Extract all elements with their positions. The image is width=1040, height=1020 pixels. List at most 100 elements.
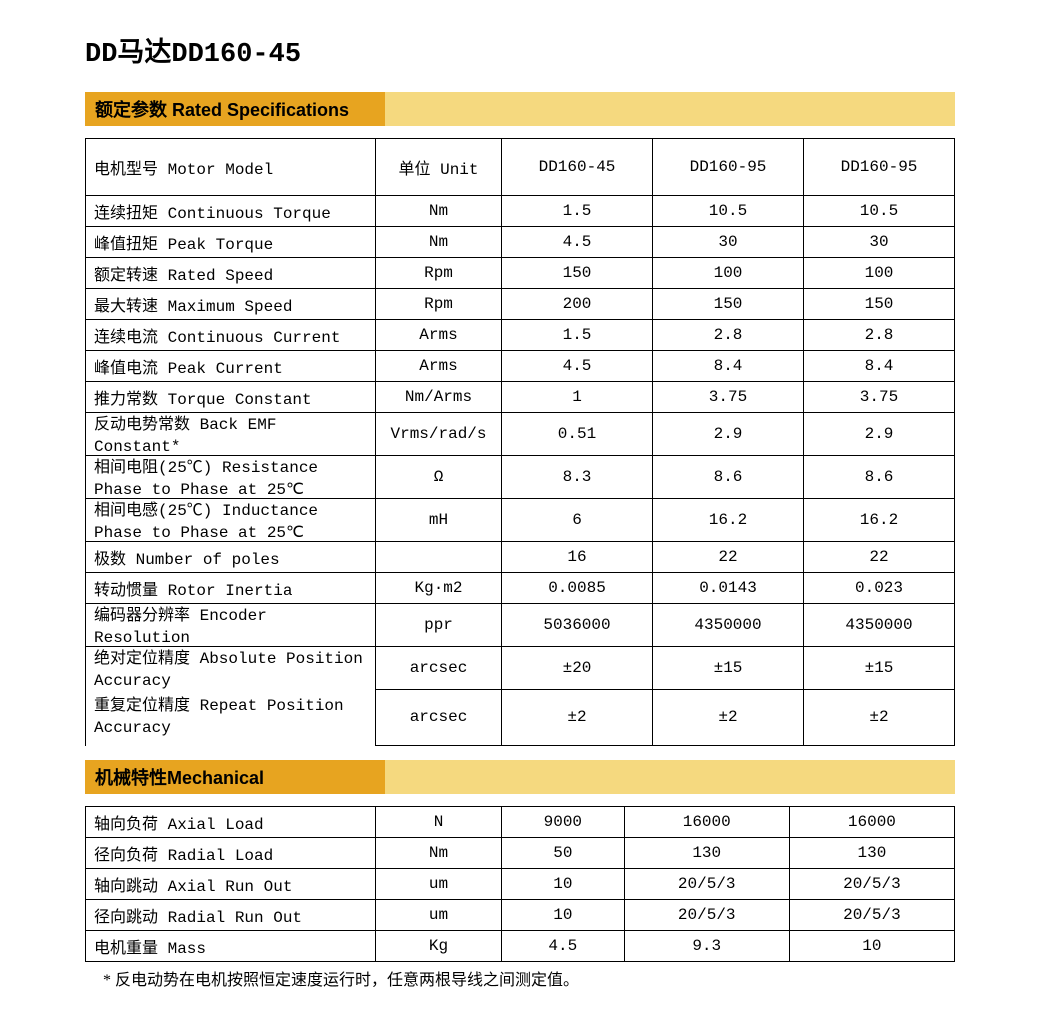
page-title: DD马达DD160-45 bbox=[85, 30, 955, 70]
row-value: 22 bbox=[804, 542, 955, 573]
row-value: 22 bbox=[653, 542, 804, 573]
row-value: 3.75 bbox=[804, 382, 955, 413]
row-label: 反动电势常数 Back EMF Constant* bbox=[86, 413, 376, 456]
row-value: 20/5/3 bbox=[789, 900, 954, 931]
table-row: 峰值扭矩 Peak TorqueNm4.53030 bbox=[86, 227, 955, 258]
section-header-rated: 额定参数 Rated Specifications bbox=[85, 92, 955, 126]
row-unit: um bbox=[376, 869, 502, 900]
row-value: ±20 bbox=[502, 647, 653, 690]
table-row: 额定转速 Rated SpeedRpm150100100 bbox=[86, 258, 955, 289]
row-value: ±15 bbox=[804, 647, 955, 690]
row-value: 1.5 bbox=[502, 320, 653, 351]
table-row: 编码器分辨率 Encoder Resolutionppr503600043500… bbox=[86, 604, 955, 647]
row-unit bbox=[376, 542, 502, 573]
row-value: ±2 bbox=[502, 689, 653, 746]
row-label: 连续扭矩 Continuous Torque bbox=[86, 196, 376, 227]
row-value: 16.2 bbox=[653, 499, 804, 542]
row-label: 连续电流 Continuous Current bbox=[86, 320, 376, 351]
rated-spec-table: 电机型号 Motor Model 单位 Unit DD160-45 DD160-… bbox=[85, 138, 955, 746]
row-value: 30 bbox=[653, 227, 804, 258]
row-value: 5036000 bbox=[502, 604, 653, 647]
row-value: 4350000 bbox=[653, 604, 804, 647]
row-value: 8.4 bbox=[653, 351, 804, 382]
row-value: 4.5 bbox=[502, 931, 625, 962]
row-unit: Arms bbox=[376, 351, 502, 382]
row-value: 100 bbox=[653, 258, 804, 289]
table-row: 相间电感(25℃) Inductance Phase to Phase at 2… bbox=[86, 499, 955, 542]
row-label: 相间电阻(25℃) Resistance Phase to Phase at 2… bbox=[86, 456, 376, 499]
col-header-unit: 单位 Unit bbox=[376, 139, 502, 196]
row-unit: Nm bbox=[376, 196, 502, 227]
row-unit: um bbox=[376, 900, 502, 931]
row-value: 8.3 bbox=[502, 456, 653, 499]
table-row: 轴向跳动 Axial Run Outum1020/5/320/5/3 bbox=[86, 869, 955, 900]
section-header-mech-label: 机械特性Mechanical bbox=[85, 760, 385, 794]
row-unit: arcsec bbox=[376, 647, 502, 690]
table-row: 连续扭矩 Continuous TorqueNm1.510.510.5 bbox=[86, 196, 955, 227]
row-unit: Rpm bbox=[376, 289, 502, 320]
row-value: 8.4 bbox=[804, 351, 955, 382]
row-value: 20/5/3 bbox=[789, 869, 954, 900]
table-row: 相间电阻(25℃) Resistance Phase to Phase at 2… bbox=[86, 456, 955, 499]
col-header-m3: DD160-95 bbox=[804, 139, 955, 196]
row-value: 100 bbox=[804, 258, 955, 289]
col-header-m2: DD160-95 bbox=[653, 139, 804, 196]
row-value: 4350000 bbox=[804, 604, 955, 647]
row-label: 编码器分辨率 Encoder Resolution bbox=[86, 604, 376, 647]
table-row: 峰值电流 Peak CurrentArms4.58.48.4 bbox=[86, 351, 955, 382]
mechanical-table: 轴向负荷 Axial LoadN90001600016000径向负荷 Radia… bbox=[85, 806, 955, 962]
row-value: 20/5/3 bbox=[624, 869, 789, 900]
row-label: 最大转速 Maximum Speed bbox=[86, 289, 376, 320]
row-value: 10 bbox=[502, 900, 625, 931]
row-value: 130 bbox=[789, 838, 954, 869]
row-label: 推力常数 Torque Constant bbox=[86, 382, 376, 413]
row-value: 2.8 bbox=[804, 320, 955, 351]
section-header-rated-strip bbox=[385, 92, 955, 126]
row-unit: arcsec bbox=[376, 689, 502, 746]
row-value: 150 bbox=[653, 289, 804, 320]
row-value: 16 bbox=[502, 542, 653, 573]
row-value: 3.75 bbox=[653, 382, 804, 413]
row-value: 2.9 bbox=[653, 413, 804, 456]
table-header-row: 电机型号 Motor Model 单位 Unit DD160-45 DD160-… bbox=[86, 139, 955, 196]
section-header-mech-strip bbox=[385, 760, 955, 794]
row-value: 9.3 bbox=[624, 931, 789, 962]
row-value: 16000 bbox=[789, 807, 954, 838]
row-value: 8.6 bbox=[804, 456, 955, 499]
row-value: 0.0085 bbox=[502, 573, 653, 604]
row-label: 径向负荷 Radial Load bbox=[86, 838, 376, 869]
row-value: 2.9 bbox=[804, 413, 955, 456]
row-unit: Nm bbox=[376, 227, 502, 258]
row-value: 20/5/3 bbox=[624, 900, 789, 931]
row-label: 峰值扭矩 Peak Torque bbox=[86, 227, 376, 258]
col-header-m1: DD160-45 bbox=[502, 139, 653, 196]
table-row: 电机重量 MassKg4.59.310 bbox=[86, 931, 955, 962]
row-unit: Nm/Arms bbox=[376, 382, 502, 413]
row-label: 相间电感(25℃) Inductance Phase to Phase at 2… bbox=[86, 499, 376, 542]
row-value: 9000 bbox=[502, 807, 625, 838]
row-label: 转动惯量 Rotor Inertia bbox=[86, 573, 376, 604]
row-label: 电机重量 Mass bbox=[86, 931, 376, 962]
table-row: 径向负荷 Radial LoadNm50130130 bbox=[86, 838, 955, 869]
table-row: 推力常数 Torque ConstantNm/Arms13.753.75 bbox=[86, 382, 955, 413]
row-value: 200 bbox=[502, 289, 653, 320]
footnote: * 反电动势在电机按照恒定速度运行时，任意两根导线之间测定值。 bbox=[85, 966, 955, 990]
row-value: 8.6 bbox=[653, 456, 804, 499]
section-header-mech: 机械特性Mechanical bbox=[85, 760, 955, 794]
row-value: 4.5 bbox=[502, 227, 653, 258]
row-label: 绝对定位精度 Absolute Position Accuracy bbox=[86, 647, 376, 690]
row-value: ±2 bbox=[804, 689, 955, 746]
row-value: 4.5 bbox=[502, 351, 653, 382]
table-row: 最大转速 Maximum SpeedRpm200150150 bbox=[86, 289, 955, 320]
row-unit: Kg·m2 bbox=[376, 573, 502, 604]
section-header-rated-label: 额定参数 Rated Specifications bbox=[85, 92, 385, 126]
row-value: 10.5 bbox=[804, 196, 955, 227]
col-header-model: 电机型号 Motor Model bbox=[86, 139, 376, 196]
row-unit: Ω bbox=[376, 456, 502, 499]
row-unit: N bbox=[376, 807, 502, 838]
row-unit: Rpm bbox=[376, 258, 502, 289]
row-unit: Vrms/rad/s bbox=[376, 413, 502, 456]
row-value: 16.2 bbox=[804, 499, 955, 542]
table-row: 反动电势常数 Back EMF Constant*Vrms/rad/s0.512… bbox=[86, 413, 955, 456]
row-label: 峰值电流 Peak Current bbox=[86, 351, 376, 382]
